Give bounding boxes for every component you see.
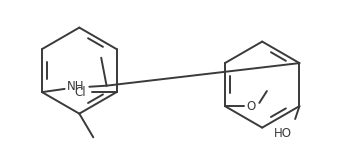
Text: Cl: Cl xyxy=(75,86,86,99)
Text: HO: HO xyxy=(274,127,292,140)
Text: NH: NH xyxy=(67,80,84,93)
Text: O: O xyxy=(246,100,256,113)
